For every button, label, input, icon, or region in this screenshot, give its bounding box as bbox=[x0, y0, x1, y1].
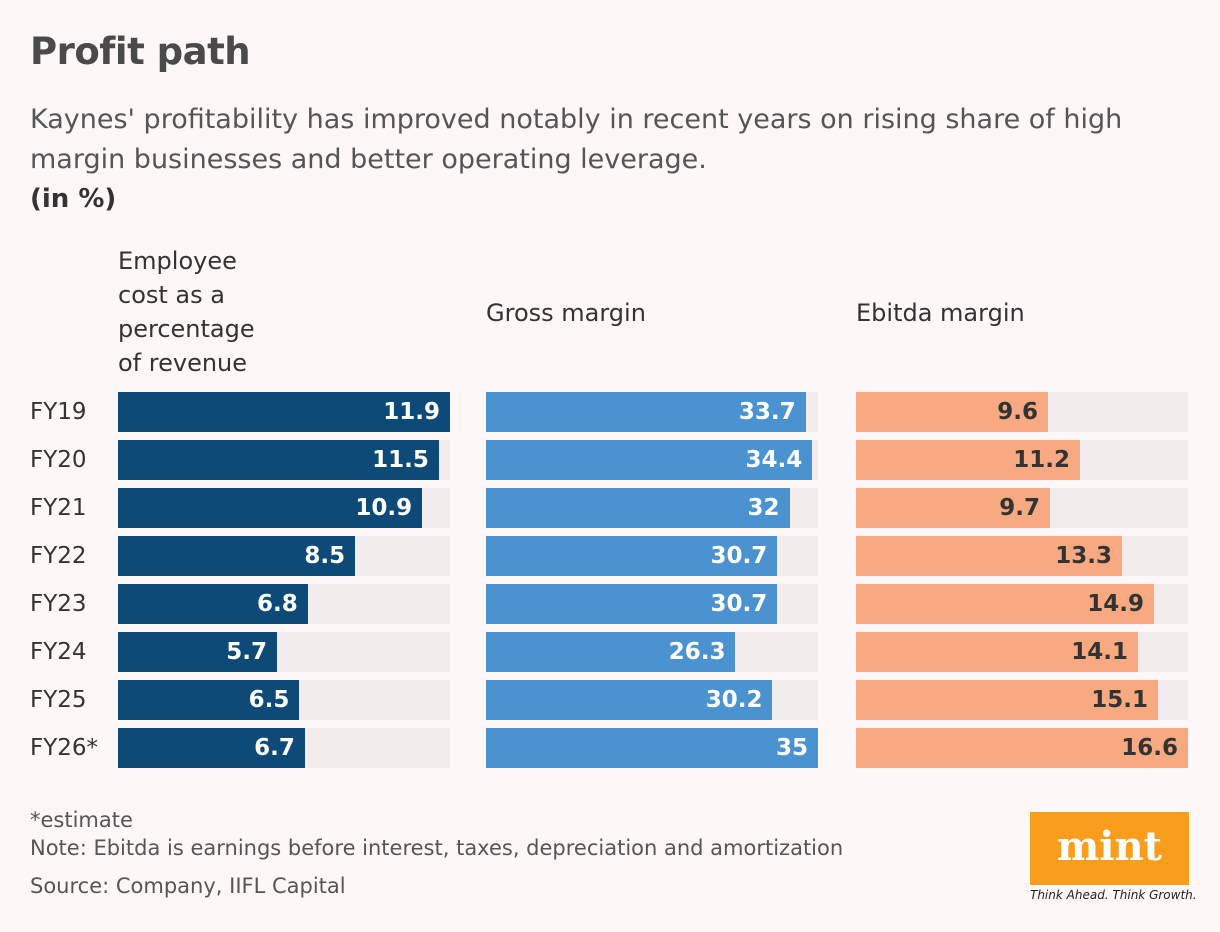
data-label: 5.7 bbox=[226, 639, 268, 665]
bar bbox=[856, 536, 1122, 576]
panel-title: Ebitda margin bbox=[856, 299, 1025, 327]
data-label: 14.9 bbox=[1087, 591, 1144, 617]
category-label: FY23 bbox=[30, 591, 87, 617]
bar bbox=[486, 728, 818, 768]
category-label: FY19 bbox=[30, 399, 87, 425]
bar bbox=[856, 680, 1158, 720]
bar bbox=[486, 392, 806, 432]
bar bbox=[856, 440, 1080, 480]
data-label: 9.7 bbox=[999, 495, 1040, 521]
data-label: 30.2 bbox=[705, 687, 763, 713]
data-label: 6.5 bbox=[248, 687, 290, 713]
data-label: 35 bbox=[775, 735, 808, 761]
chart-title: Profit path bbox=[30, 30, 251, 73]
bar bbox=[486, 680, 773, 720]
bar bbox=[486, 440, 813, 480]
category-label: FY22 bbox=[30, 543, 87, 569]
bar bbox=[118, 680, 300, 720]
logo-tagline: Think Ahead. Think Growth. bbox=[1030, 888, 1197, 902]
source: Source: Company, IIFL Capital bbox=[30, 874, 346, 898]
data-label: 16.6 bbox=[1121, 735, 1178, 761]
unit-label: (in %) bbox=[30, 184, 117, 214]
category-label: FY21 bbox=[30, 495, 87, 521]
data-label: 34.4 bbox=[745, 447, 803, 473]
footnote: Note: Ebitda is earnings before interest… bbox=[30, 836, 844, 860]
data-label: 6.8 bbox=[256, 591, 298, 617]
bar bbox=[856, 392, 1048, 432]
bar bbox=[856, 728, 1188, 768]
data-label: 13.3 bbox=[1055, 543, 1112, 569]
data-label: 32 bbox=[747, 495, 780, 521]
bar bbox=[486, 632, 736, 672]
bar bbox=[486, 488, 790, 528]
data-label: 10.9 bbox=[355, 495, 413, 521]
mint-logo: mint bbox=[1030, 812, 1189, 885]
bar bbox=[118, 392, 450, 432]
data-label: 11.5 bbox=[372, 447, 429, 473]
data-label: 11.9 bbox=[383, 399, 440, 425]
bar bbox=[118, 488, 423, 528]
data-label: 8.5 bbox=[304, 543, 346, 569]
data-label: 33.7 bbox=[738, 399, 796, 425]
data-label: 14.1 bbox=[1071, 639, 1128, 665]
data-label: 15.1 bbox=[1091, 687, 1148, 713]
category-label: FY26* bbox=[30, 735, 99, 761]
bar bbox=[856, 488, 1050, 528]
data-label: 30.7 bbox=[710, 591, 768, 617]
bar bbox=[118, 728, 305, 768]
panel-title: Gross margin bbox=[486, 299, 646, 327]
footnote-estimate: *estimate bbox=[30, 808, 133, 832]
data-label: 26.3 bbox=[668, 639, 726, 665]
category-label: FY25 bbox=[30, 687, 87, 713]
bar bbox=[118, 584, 308, 624]
data-label: 11.2 bbox=[1013, 447, 1070, 473]
data-label: 30.7 bbox=[710, 543, 768, 569]
bar bbox=[118, 536, 356, 576]
chart-subtitle: Kaynes' profitability has improved notab… bbox=[30, 104, 1123, 175]
data-label: 9.6 bbox=[997, 399, 1038, 425]
bar bbox=[486, 584, 778, 624]
bar bbox=[856, 584, 1154, 624]
category-label: FY24 bbox=[30, 639, 87, 665]
bar bbox=[118, 440, 439, 480]
bar bbox=[486, 536, 778, 576]
category-label: FY20 bbox=[30, 447, 87, 473]
bar bbox=[856, 632, 1138, 672]
data-label: 6.7 bbox=[254, 735, 295, 761]
bar bbox=[118, 632, 278, 672]
panel-title: Employee cost as a percentage of revenue bbox=[118, 247, 255, 377]
